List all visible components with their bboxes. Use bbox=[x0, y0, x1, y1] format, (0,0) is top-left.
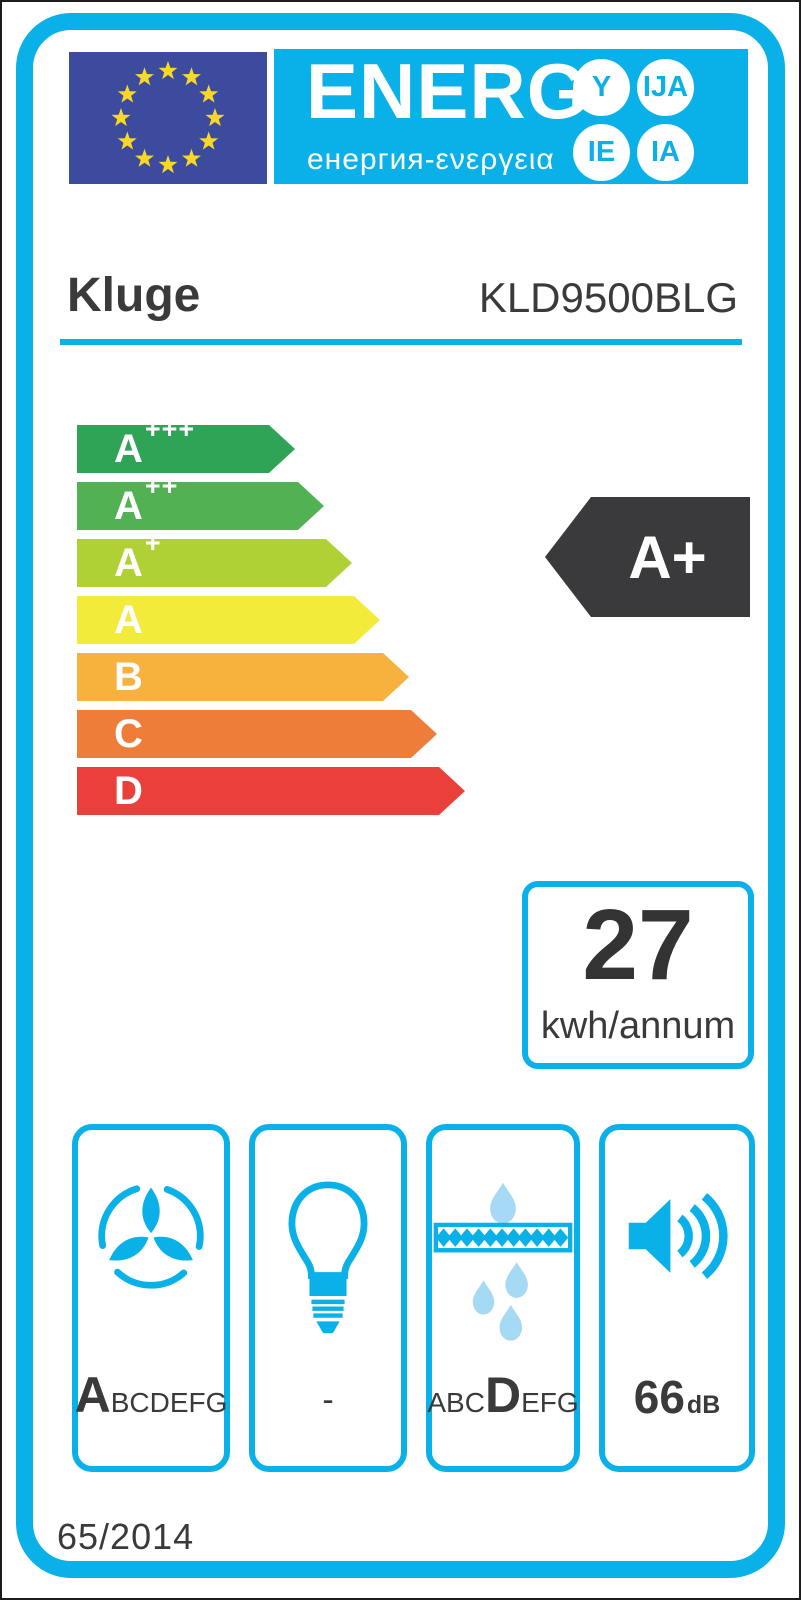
scale-arrow-label: A++ bbox=[77, 486, 178, 526]
scale-arrow-a++: A++ bbox=[77, 482, 324, 530]
noise-level-box: 66 dB bbox=[599, 1124, 755, 1472]
regulation-number: 65/2014 bbox=[57, 1516, 195, 1557]
scale-letter: A bbox=[114, 598, 143, 642]
grease-filter-icon bbox=[433, 1182, 573, 1341]
lighting-efficiency-box: - bbox=[249, 1124, 407, 1472]
model-number: KLD9500BLG bbox=[478, 274, 738, 321]
grease-filtering-class: ABC D EFG bbox=[427, 1367, 578, 1423]
fan-class-big: A bbox=[74, 1367, 111, 1423]
fan-class-small: BCDEFG bbox=[110, 1387, 228, 1418]
scale-arrow-d: D bbox=[77, 767, 465, 815]
scale-arrow-label: C bbox=[77, 714, 145, 754]
fan-efficiency-class: A BCDEFG bbox=[74, 1367, 228, 1423]
grease-class-post: EFG bbox=[521, 1387, 579, 1418]
fan-efficiency-box: A BCDEFG bbox=[72, 1124, 230, 1472]
scale-sup: +++ bbox=[144, 413, 196, 444]
noise-value: 66 bbox=[633, 1371, 685, 1423]
scale-letter: D bbox=[114, 769, 143, 813]
energ-suffix-ija: IJA bbox=[637, 59, 694, 116]
rating-scale: A+++ A++ A+ A B C D bbox=[77, 425, 465, 815]
scale-sup: + bbox=[144, 527, 162, 558]
brand-name: Kluge bbox=[67, 269, 201, 322]
grease-class-pre: ABC bbox=[427, 1387, 485, 1418]
scale-arrow-c: C bbox=[77, 710, 437, 758]
energy-consumption-box: 27 kwh/annum bbox=[522, 881, 754, 1069]
energ-suffix-y: Y bbox=[573, 59, 630, 116]
scale-arrow-label: B bbox=[77, 657, 145, 697]
scale-arrow-a+: A+ bbox=[77, 539, 352, 587]
scale-arrow-a+++: A+++ bbox=[77, 425, 295, 473]
grease-class-big: D bbox=[484, 1367, 522, 1423]
scale-arrow-label: A bbox=[77, 600, 145, 640]
scale-arrow-label: A+ bbox=[77, 543, 162, 583]
noise-level: 66 dB bbox=[605, 1374, 749, 1420]
scale-letter: B bbox=[114, 655, 143, 699]
scale-letter: C bbox=[114, 712, 143, 756]
grease-filtering-box: ABC D EFG bbox=[426, 1124, 580, 1472]
scale-letter: A bbox=[114, 427, 143, 471]
energ-word: ENERG bbox=[306, 47, 589, 135]
scale-arrow-a: A bbox=[77, 596, 380, 644]
lighting-efficiency-class: - bbox=[255, 1381, 401, 1420]
fan-icon bbox=[98, 1183, 204, 1289]
energ-subtitle: енергия-ενεργεια bbox=[307, 143, 555, 176]
energy-consumption-unit: kwh/annum bbox=[540, 1005, 736, 1047]
scale-arrow-label: A+++ bbox=[77, 429, 195, 469]
scale-arrow-label: D bbox=[77, 771, 145, 811]
energ-suffix-ie: IE bbox=[573, 124, 630, 181]
header-divider bbox=[60, 339, 742, 345]
rating-value-arrow: A+ bbox=[545, 497, 750, 617]
scale-letter: A bbox=[114, 541, 143, 585]
noise-unit: dB bbox=[686, 1391, 721, 1419]
scale-arrow-b: B bbox=[77, 653, 409, 701]
speaker-icon bbox=[628, 1192, 728, 1280]
lighting-class-value: - bbox=[322, 1381, 334, 1419]
eu-flag-icon bbox=[69, 52, 267, 184]
energy-consumption-value: 27 bbox=[582, 889, 694, 1001]
scale-sup: ++ bbox=[144, 470, 179, 501]
bulb-icon bbox=[288, 1181, 368, 1334]
energ-suffix-ia: IA bbox=[637, 124, 694, 181]
scale-letter: A bbox=[114, 484, 143, 528]
energ-logo: ENERG енергия-ενεργεια Y IJA IE IA bbox=[274, 49, 748, 184]
